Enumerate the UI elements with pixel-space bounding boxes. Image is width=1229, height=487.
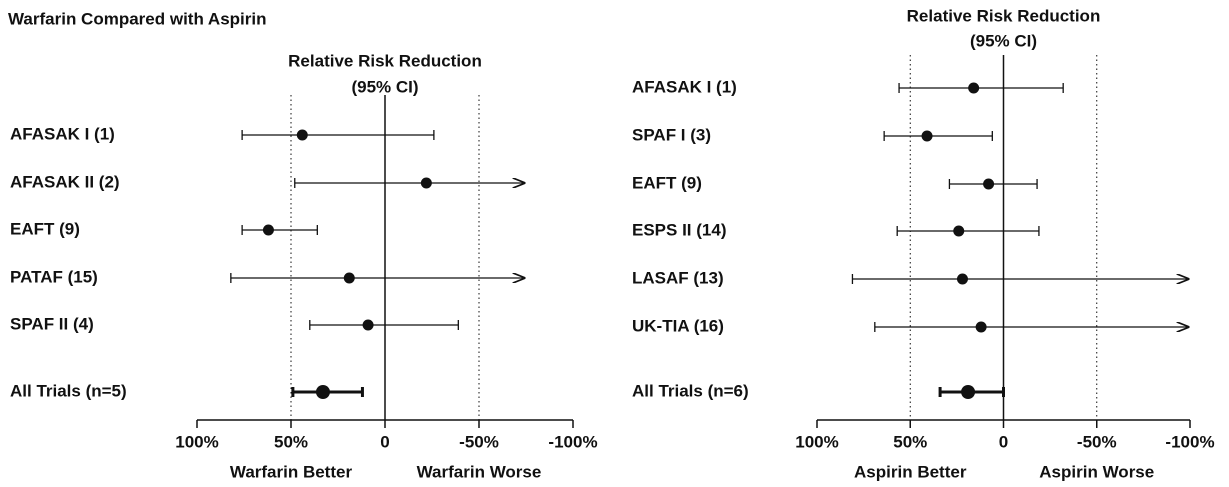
better-label: Aspirin Better	[854, 462, 967, 481]
row-label: AFASAK I (1)	[10, 124, 115, 143]
point-estimate	[296, 129, 308, 141]
axis-title: Relative Risk Reduction	[288, 51, 482, 70]
x-tick-label: 0	[380, 432, 389, 451]
point-estimate	[343, 272, 355, 284]
x-tick-label: 50%	[274, 432, 308, 451]
point-estimate	[961, 385, 976, 399]
row-label: PATAF (15)	[10, 267, 98, 286]
row-label: EAFT (9)	[632, 173, 702, 192]
x-tick-label: 50%	[893, 432, 927, 451]
better-label: Warfarin Better	[230, 462, 353, 481]
row-label: AFASAK I (1)	[632, 77, 737, 96]
x-tick-label: -50%	[1077, 432, 1117, 451]
axis-title: (95% CI)	[970, 31, 1037, 50]
point-estimate	[362, 319, 374, 331]
point-estimate	[983, 178, 995, 190]
point-estimate	[262, 224, 274, 236]
x-tick-label: 100%	[795, 432, 838, 451]
x-tick-label: 100%	[175, 432, 218, 451]
axis-title: (95% CI)	[351, 77, 418, 96]
x-tick-label: -100%	[1165, 432, 1214, 451]
row-label: ESPS II (14)	[632, 220, 726, 239]
row-label: AFASAK II (2)	[10, 172, 120, 191]
axis-title: Relative Risk Reduction	[907, 6, 1101, 25]
row-label: SPAF II (4)	[10, 314, 94, 333]
row-label: SPAF I (3)	[632, 125, 711, 144]
point-estimate	[975, 321, 987, 333]
x-tick-label: -100%	[548, 432, 597, 451]
point-estimate	[420, 177, 432, 189]
figure-title: Warfarin Compared with Aspirin	[8, 9, 267, 28]
worse-label: Warfarin Worse	[417, 462, 542, 481]
point-estimate	[315, 385, 330, 399]
point-estimate	[921, 130, 933, 142]
point-estimate	[968, 82, 980, 94]
point-estimate	[953, 225, 965, 237]
x-tick-label: 0	[999, 432, 1008, 451]
x-tick-label: -50%	[459, 432, 499, 451]
point-estimate	[956, 273, 968, 285]
row-label: EAFT (9)	[10, 219, 80, 238]
row-label: All Trials (n=5)	[10, 381, 127, 400]
row-label: UK-TIA (16)	[632, 316, 724, 335]
row-label: All Trials (n=6)	[632, 381, 749, 400]
worse-label: Aspirin Worse	[1039, 462, 1154, 481]
row-label: LASAF (13)	[632, 268, 724, 287]
